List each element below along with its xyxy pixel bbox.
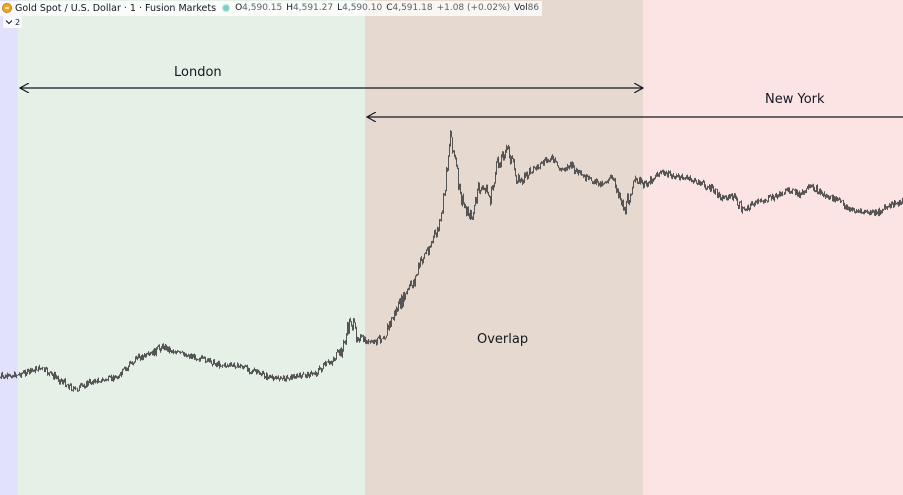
- chevron-down-icon: [5, 20, 13, 25]
- asia-session-zone: [0, 0, 18, 495]
- high-value: 4,591.27: [293, 3, 334, 13]
- indicators-count: 2: [15, 17, 21, 27]
- overlap-session-zone: [365, 0, 643, 495]
- low-label: L: [337, 3, 343, 13]
- close-label: C: [386, 3, 393, 13]
- open-label: O: [235, 3, 243, 13]
- high-label: H: [286, 3, 294, 13]
- gold-symbol-icon[interactable]: [2, 3, 12, 13]
- price-series: [0, 130, 903, 392]
- volume-value: 86: [527, 3, 540, 13]
- market-status-icon[interactable]: [222, 4, 231, 12]
- overlap-label: Overlap: [477, 332, 529, 347]
- london-label: London: [174, 65, 222, 80]
- london-session-zone: [18, 0, 365, 495]
- indicators-toggle-button[interactable]: 2: [3, 16, 23, 28]
- new-york-session-zone: [643, 0, 903, 495]
- close-value: 4,591.18: [392, 3, 433, 13]
- chart-legend-header: Gold Spot / U.S. Dollar · 1 · Fusion Mar…: [0, 0, 903, 16]
- open-value: 4,590.15: [242, 3, 283, 13]
- low-value: 4,590.10: [342, 3, 383, 13]
- new-york-label: New York: [765, 92, 825, 107]
- symbol-title[interactable]: Gold Spot / U.S. Dollar · 1 · Fusion Mar…: [15, 2, 217, 14]
- change-value: +1.08 (+0.02%): [436, 3, 511, 13]
- volume-label: Vol: [514, 3, 528, 13]
